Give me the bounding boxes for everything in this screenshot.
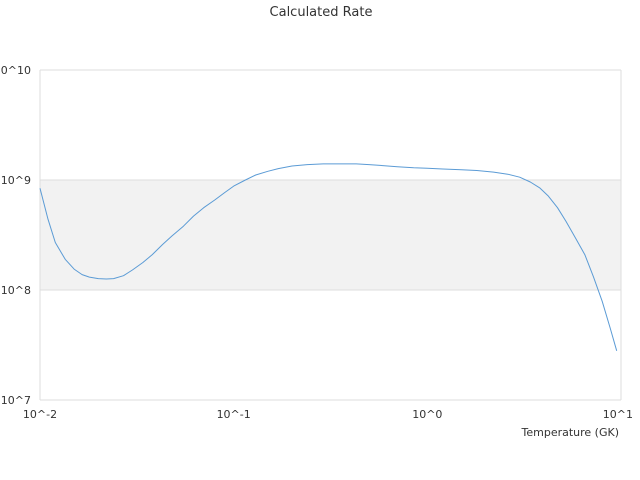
y-axis-ticks: 10^7 10^8 10^9 10^10 [0,64,31,407]
series-line [39,163,618,351]
gridlines [39,69,622,401]
y-tick-label: 10^10 [0,64,31,77]
x-tick-label: 10^-2 [23,408,57,421]
y-tick-label: 10^7 [1,394,31,407]
x-axis-label: Temperature (GK) [521,426,620,439]
chart-title: Calculated Rate [270,5,373,20]
x-tick-label: 10^0 [412,408,442,421]
x-axis-ticks: 10^-2 10^-1 10^0 10^1 [23,408,633,421]
grid-band [40,180,621,290]
x-tick-label: 10^1 [603,408,633,421]
x-tick-label: 10^-1 [217,408,251,421]
y-tick-label: 10^8 [1,284,31,297]
plot-background [40,180,621,290]
y-tick-label: 10^9 [1,174,31,187]
series-layer [39,163,618,351]
